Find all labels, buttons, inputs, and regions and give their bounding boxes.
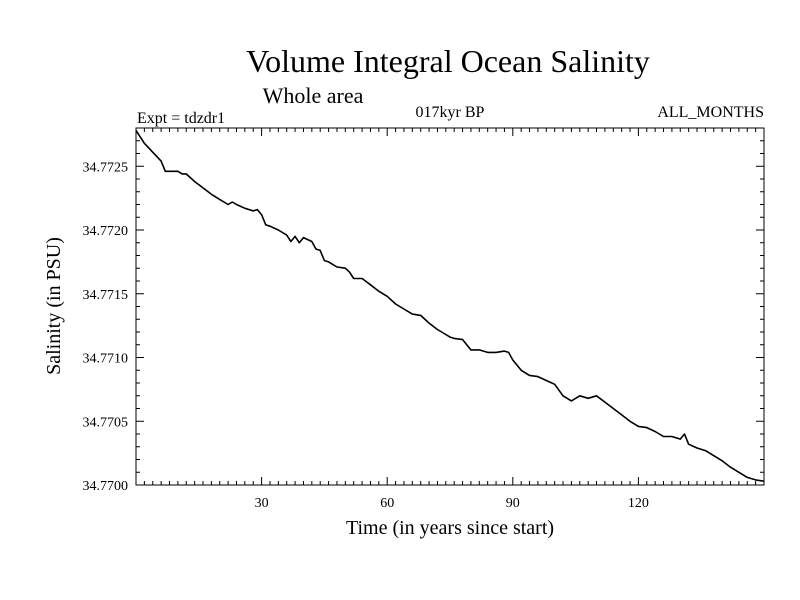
months-label: ALL_MONTHS [657,104,764,121]
y-tick-label: 34.7720 [83,224,129,239]
chart-subtitle: Whole area [263,83,364,108]
y-tick-label: 34.7715 [83,288,129,303]
x-axis-title: Time (in years since start) [346,517,554,539]
experiment-label: Expt = tdzdr1 [137,110,225,127]
x-tick-label: 30 [255,496,269,511]
y-axis-ticks: 34.7700 34.7705 34.7710 34.7715 34.7720 34.77… [83,160,764,494]
period-label: 017kyr BP [416,104,485,121]
series-line-salinity [135,130,765,482]
minor-ticks [136,128,764,485]
y-tick-label: 34.7725 [83,160,129,175]
x-tick-label: 60 [380,496,394,511]
y-tick-label: 34.7705 [83,415,129,430]
series-group [135,130,765,482]
chart-title: Volume Integral Ocean Salinity [246,43,650,79]
y-axis-title: Salinity (in PSU) [43,237,65,375]
y-tick-label: 34.7700 [83,479,129,494]
x-tick-label: 120 [628,496,649,511]
plot-frame [135,127,765,486]
x-tick-label: 90 [506,496,520,511]
y-tick-label: 34.7710 [83,352,129,367]
x-axis-ticks: 30 60 90 120 [255,128,649,511]
